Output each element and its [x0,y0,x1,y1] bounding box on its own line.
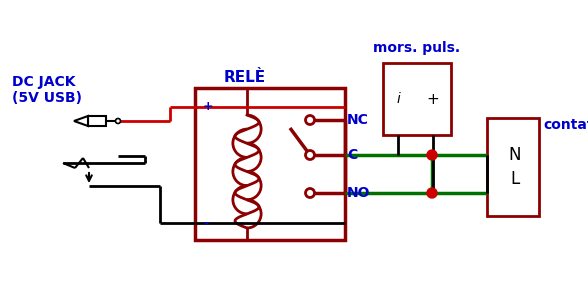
Polygon shape [74,116,88,126]
Text: NC: NC [347,113,369,127]
Text: mors. puls.: mors. puls. [373,41,460,55]
Text: DC JACK
(5V USB): DC JACK (5V USB) [12,75,82,105]
Circle shape [115,119,121,123]
Bar [383,63,451,135]
Text: NO: NO [347,186,370,200]
Text: -: - [203,216,208,230]
Text: RELÈ: RELÈ [224,70,266,85]
Bar [88,116,106,126]
Text: N
L: N L [509,145,521,188]
Text: C: C [347,148,358,162]
Circle shape [306,115,315,125]
Circle shape [427,188,437,198]
Bar [487,118,539,216]
Text: +: + [203,100,213,113]
Text: contatto: contatto [543,118,588,132]
Circle shape [306,188,315,198]
Circle shape [306,151,315,160]
Bar [195,88,345,240]
Text: +: + [427,91,439,106]
Circle shape [427,150,437,160]
Text: i: i [396,92,400,106]
